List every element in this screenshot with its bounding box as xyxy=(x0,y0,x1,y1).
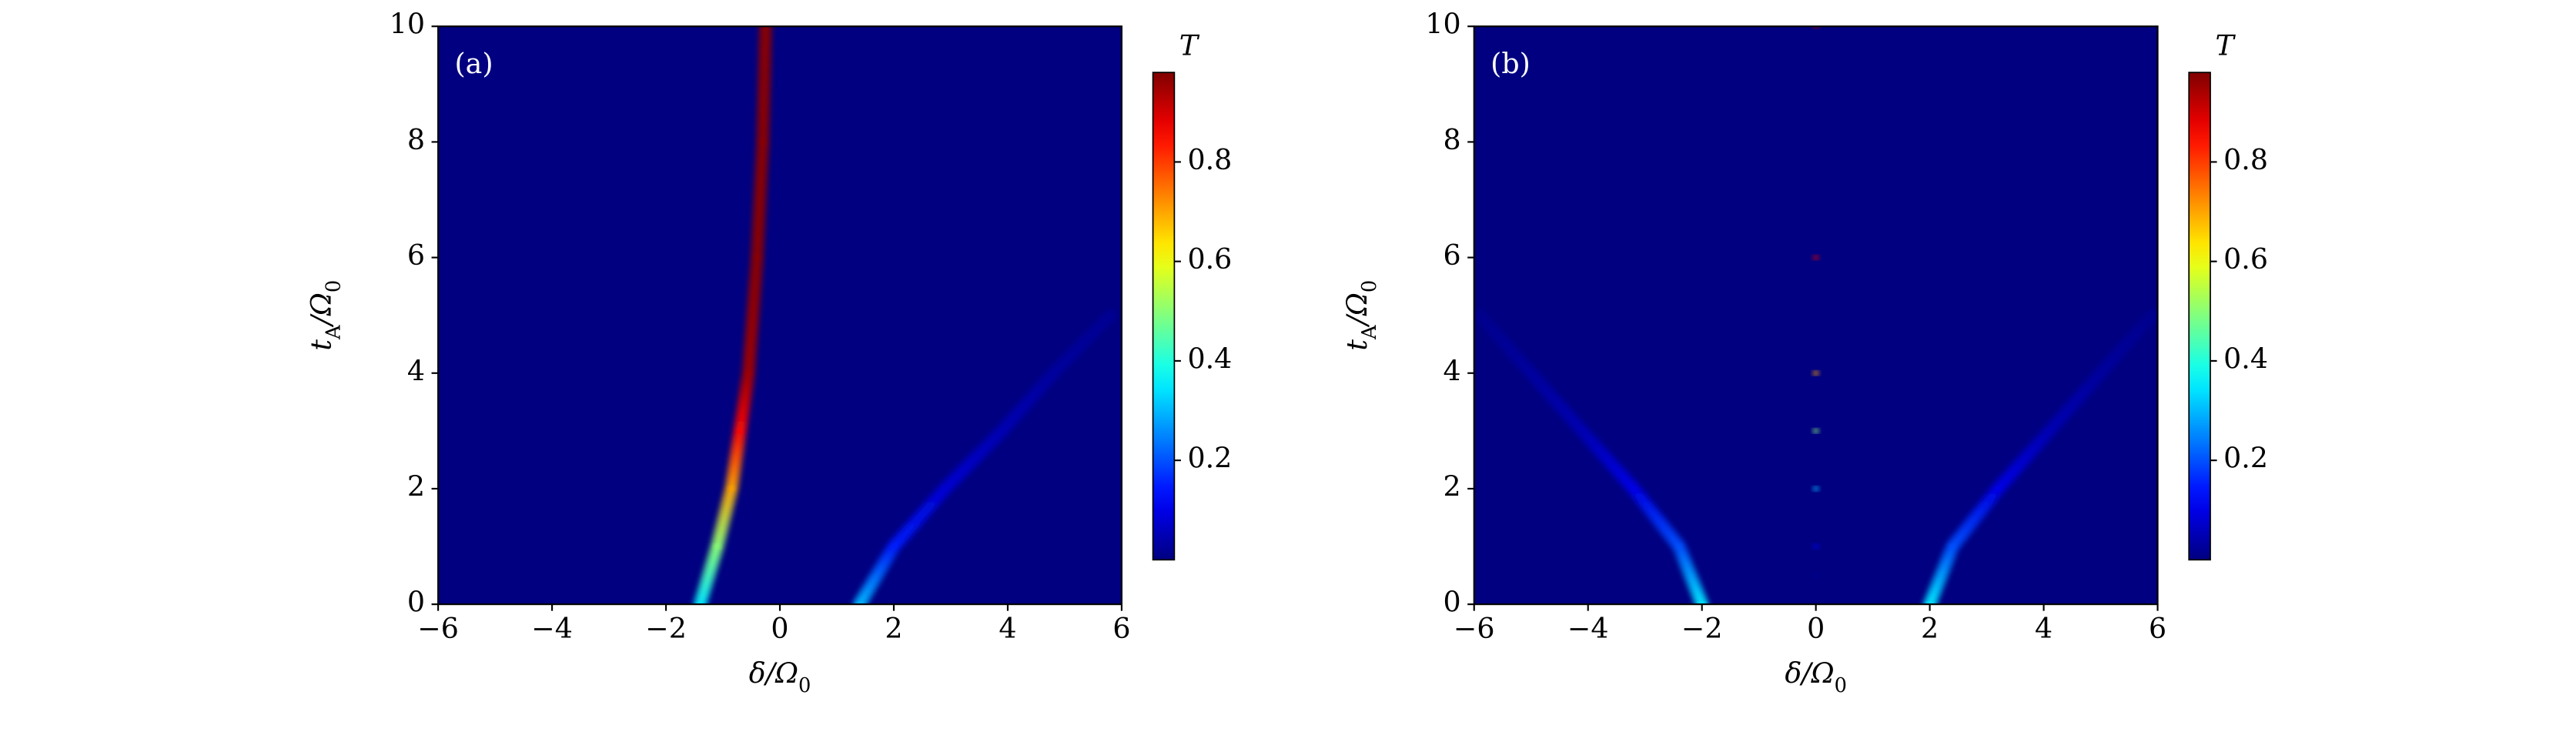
x-tick-label: −4 xyxy=(1567,612,1609,645)
y-axis-label-part: A xyxy=(322,325,345,340)
y-tick-label: 4 xyxy=(407,354,425,387)
y-axis-label-part: t xyxy=(1340,339,1373,351)
ridge-peak xyxy=(891,543,897,550)
ridge-peak xyxy=(760,139,766,145)
ridge-peak xyxy=(1813,486,1819,492)
ridge-peak xyxy=(942,486,948,492)
y-tick-label: 0 xyxy=(407,586,425,619)
y-tick-label: 8 xyxy=(407,123,425,156)
heatmap-layer xyxy=(1474,26,2158,605)
heatmap-layer xyxy=(692,26,1118,605)
colorbar-tick-label: 0.6 xyxy=(1188,242,1233,276)
ridge-peak xyxy=(1813,573,1819,579)
y-axis-label: tA/Ω0 xyxy=(304,280,346,351)
ridge-peak xyxy=(714,543,721,550)
x-axis-label-part: δ/Ω xyxy=(749,656,798,690)
x-tick-label: 6 xyxy=(2149,612,2166,645)
heatmap-background xyxy=(438,26,1122,605)
x-tick-label: 6 xyxy=(1112,612,1130,645)
y-axis-label: tA/Ω0 xyxy=(1340,280,1381,351)
ridge-peak xyxy=(2046,428,2052,434)
colorbar-label: T xyxy=(1179,29,1200,62)
x-axis-label-part: δ/Ω xyxy=(1785,656,1834,690)
y-axis-label-part: /Ω xyxy=(304,292,337,327)
panel-label: (b) xyxy=(1490,47,1531,80)
x-axis-label-part: 0 xyxy=(798,674,811,697)
x-axis-label: δ/Ω0 xyxy=(1785,656,1847,698)
ridge-peak xyxy=(1107,312,1113,319)
ridge-peak xyxy=(745,370,751,376)
y-tick-label: 8 xyxy=(1443,123,1460,156)
x-tick-label: −6 xyxy=(417,612,459,645)
x-tick-label: −6 xyxy=(1454,612,1495,645)
y-tick-label: 2 xyxy=(1443,469,1460,503)
x-tick-label: 0 xyxy=(771,612,788,645)
ridge-peak xyxy=(737,428,743,434)
y-tick-label: 0 xyxy=(1443,586,1460,619)
ridge-peak xyxy=(1579,428,1585,434)
ridge-peak xyxy=(754,255,760,261)
y-tick-label: 6 xyxy=(407,239,425,272)
colorbar-tick-label: 0.4 xyxy=(2223,342,2268,375)
y-axis-label-part: t xyxy=(304,339,337,351)
ridge-peak xyxy=(1813,255,1819,261)
ridge xyxy=(1925,311,2156,605)
x-tick-label: 2 xyxy=(1921,612,1939,645)
y-tick-label: 2 xyxy=(407,469,425,503)
ridge-peak xyxy=(1676,543,1682,550)
y-axis-label-part: /Ω xyxy=(1340,292,1373,327)
ridge-peak xyxy=(1995,486,2001,492)
colorbar xyxy=(1152,72,1176,561)
colorbar-tick-label: 0.8 xyxy=(2223,143,2268,176)
ridge-peak xyxy=(1813,543,1819,550)
ridge-peak xyxy=(1813,428,1819,434)
colorbar-tick-label: 0.2 xyxy=(2223,442,2268,475)
ridge-peak xyxy=(1631,486,1637,492)
panel-label: (a) xyxy=(454,47,493,80)
colorbar xyxy=(2188,72,2211,561)
ridge xyxy=(855,311,1114,605)
y-axis-label-part: 0 xyxy=(1358,280,1381,292)
ridge-peak xyxy=(1949,543,1955,550)
x-tick-label: 4 xyxy=(2035,612,2052,645)
colorbar-tick-label: 0.4 xyxy=(1188,342,1233,375)
y-tick-label: 4 xyxy=(1443,354,1460,387)
ridge-peak xyxy=(2149,312,2155,319)
y-axis-label-part: A xyxy=(1358,325,1381,340)
ridge-peak xyxy=(728,486,734,492)
colorbar-tick-label: 0.8 xyxy=(1188,143,1233,176)
ridge-peak xyxy=(1813,370,1819,376)
y-tick-label: 10 xyxy=(1425,8,1460,41)
x-axis-label: δ/Ω0 xyxy=(749,656,811,698)
colorbar-tick-label: 0.2 xyxy=(1188,442,1233,475)
ridge-peak xyxy=(2098,370,2104,376)
x-tick-label: −2 xyxy=(1681,612,1723,645)
ridge-peak xyxy=(1528,370,1534,376)
x-tick-label: 4 xyxy=(999,612,1016,645)
ridge xyxy=(696,26,770,605)
y-axis-label-part: 0 xyxy=(322,280,345,292)
x-tick-label: −2 xyxy=(645,612,687,645)
y-tick-label: 6 xyxy=(1443,239,1460,272)
y-tick-label: 10 xyxy=(390,8,425,41)
ridge xyxy=(1476,311,1706,605)
colorbar-label: T xyxy=(2215,29,2236,62)
colorbar-tick-label: 0.6 xyxy=(2223,242,2268,276)
x-axis-label-part: 0 xyxy=(1835,674,1847,697)
ridge-peak xyxy=(1050,370,1056,376)
x-tick-label: 0 xyxy=(1807,612,1825,645)
x-tick-label: 2 xyxy=(885,612,902,645)
ridge-peak xyxy=(999,428,1005,434)
ridge-peak xyxy=(1477,312,1483,319)
x-tick-label: −4 xyxy=(531,612,573,645)
